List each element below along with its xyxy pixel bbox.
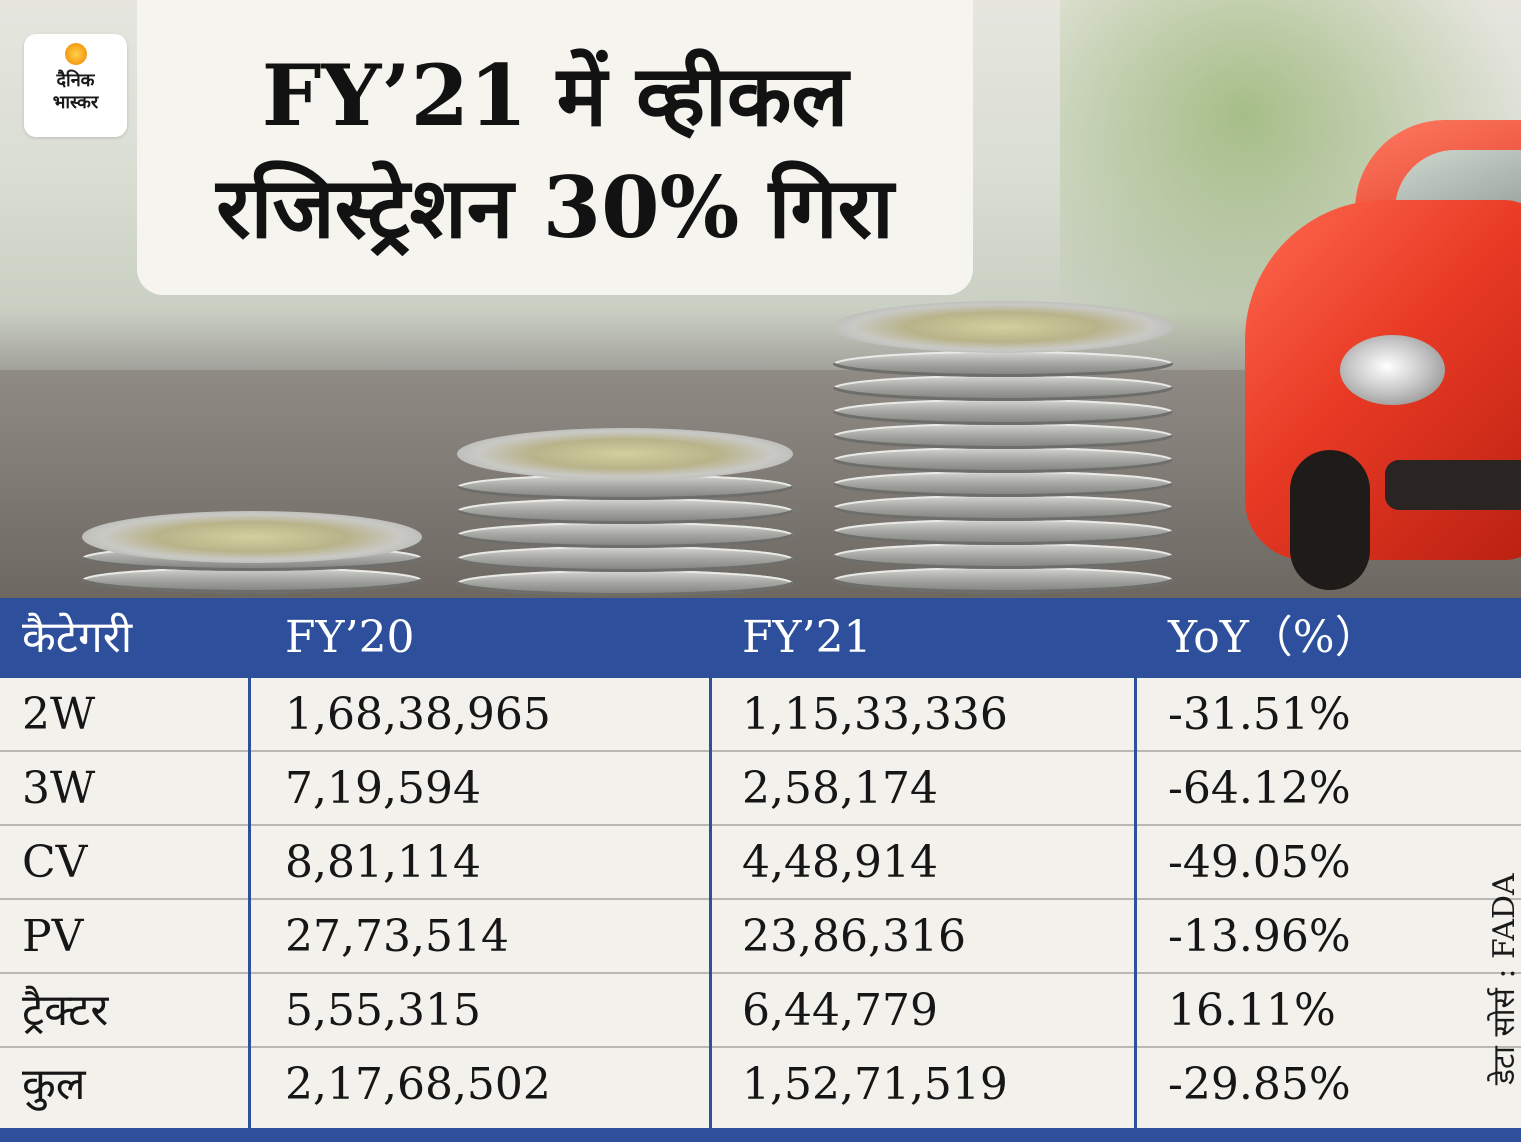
table-row-total: कुल 2,17,68,502 1,52,71,519 -29.85% [0,1048,1521,1122]
cell-fy20: 7,19,594 [285,763,481,814]
table-row: CV 8,81,114 4,48,914 -49.05% [0,826,1521,900]
coin-stack-medium [457,420,793,598]
cell-category: कुल [22,1059,86,1110]
cell-fy20: 2,17,68,502 [285,1059,551,1110]
cell-category: 3W [22,763,96,814]
sun-icon [65,43,87,65]
cell-category: ट्रैक्टर [22,985,109,1036]
header-fy21: FY’21 [742,612,872,663]
headline-line-2: रजिस्ट्रेशन 30% गिरा [216,158,894,257]
cell-yoy: 16.11% [1168,985,1336,1036]
table-row: PV 27,73,514 23,86,316 -13.96% [0,900,1521,974]
registration-table: कैटेगरी FY’20 FY’21 YoY（%） 2W 1,68,38,96… [0,598,1521,1142]
cell-yoy: -13.96% [1168,911,1351,962]
cell-fy20: 27,73,514 [285,911,509,962]
cell-fy21: 23,86,316 [742,911,966,962]
cell-fy21: 1,52,71,519 [742,1059,1008,1110]
cell-fy21: 2,58,174 [742,763,938,814]
cell-yoy: -29.85% [1168,1059,1351,1110]
data-source-note: डेटा सोर्स : FADA [1487,873,1521,1085]
cell-fy21: 1,15,33,336 [742,689,1008,740]
headline-line-1: FY’21 में व्हीकल [261,46,849,145]
table-header-row: कैटेगरी FY’20 FY’21 YoY（%） [0,598,1521,678]
headlight [1340,335,1445,405]
logo-wordmark: दैनिक भास्कर [24,70,127,114]
table-row: ट्रैक्टर 5,55,315 6,44,779 16.11% [0,974,1521,1048]
coin-stack-small [82,505,422,597]
logo-line-1: दैनिक [56,70,95,91]
red-toy-car [1245,120,1521,590]
cell-fy21: 4,48,914 [742,837,938,888]
table-row: 3W 7,19,594 2,58,174 -64.12% [0,752,1521,826]
cell-yoy: -49.05% [1168,837,1351,888]
header-yoy: YoY（%） [1168,612,1379,663]
dainik-bhaskar-logo: दैनिक भास्कर [24,34,127,137]
table-row: 2W 1,68,38,965 1,15,33,336 -31.51% [0,678,1521,752]
cell-fy21: 6,44,779 [742,985,938,1036]
column-divider [248,598,251,1128]
cell-fy20: 5,55,315 [285,985,481,1036]
cell-category: CV [22,837,88,888]
header-category: कैटेगरी [22,612,133,663]
cell-category: 2W [22,689,96,740]
coin-stack-large [833,295,1173,598]
headline: FY’21 में व्हीकल रजिस्ट्रेशन 30% गिरा [137,40,973,264]
logo-line-2: भास्कर [52,92,99,113]
cell-fy20: 8,81,114 [285,837,481,888]
headline-card: FY’21 में व्हीकल रजिस्ट्रेशन 30% गिरा [137,0,973,295]
column-divider [1134,598,1137,1128]
header-fy20: FY’20 [285,612,415,663]
column-divider [709,598,712,1128]
table-bottom-bar [0,1128,1521,1142]
cell-yoy: -64.12% [1168,763,1351,814]
cell-fy20: 1,68,38,965 [285,689,551,740]
cell-yoy: -31.51% [1168,689,1351,740]
cell-category: PV [22,911,84,962]
